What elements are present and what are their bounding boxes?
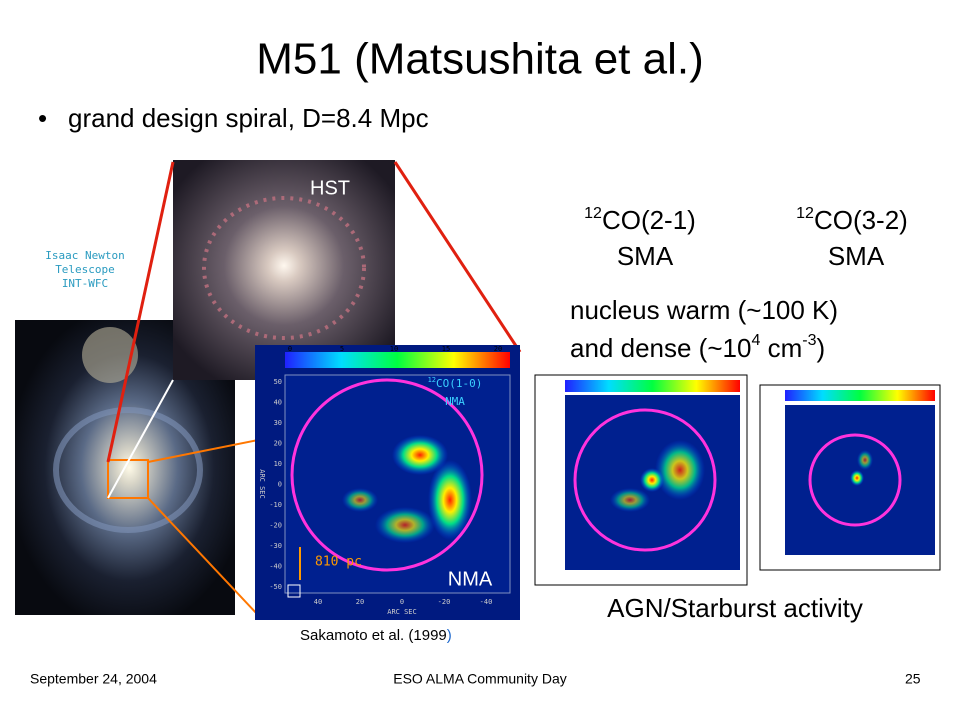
x-tick-label: -40 — [480, 598, 493, 606]
y-tick-label: 10 — [274, 460, 282, 468]
zoom-line — [107, 379, 174, 499]
x-tick-label: 0 — [400, 598, 404, 606]
nucleus-line2: and dense (~104 cm-3) — [570, 332, 825, 363]
co10-label: 12CO(1-0) — [428, 376, 483, 390]
emission — [857, 450, 873, 470]
map-frame — [284, 374, 511, 594]
x-tick-label: -20 — [438, 598, 451, 606]
circle-marker — [573, 408, 717, 552]
bullet: grand design spiral, D=8.4 Mpc — [68, 103, 429, 133]
co21-inst: SMA — [617, 241, 674, 271]
co10-inst: NMA — [445, 395, 465, 408]
emission — [655, 440, 705, 500]
emission — [375, 507, 435, 543]
emission — [850, 470, 864, 486]
colorbar-tick: 0 — [288, 345, 292, 353]
scale-label: 810 pc — [315, 555, 362, 570]
int-label: Isaac Newton — [45, 249, 124, 262]
companion — [82, 327, 138, 383]
bullet-dot: • — [38, 103, 47, 133]
nucleus-line1: nucleus warm (~100 K) — [570, 295, 838, 325]
y-tick-label: -20 — [269, 522, 282, 530]
colorbar — [565, 380, 740, 392]
zoom-line — [106, 161, 175, 463]
footer-date: September 24, 2004 — [30, 671, 157, 687]
y-tick-label: -10 — [269, 501, 282, 509]
y-tick-label: 30 — [274, 419, 282, 427]
y-tick-label: 20 — [274, 440, 282, 448]
colorbar-tick: 10 — [390, 345, 398, 353]
citation: Sakamoto et al. (1999) — [300, 627, 452, 644]
y-tick-label: 50 — [274, 378, 282, 386]
emission — [610, 488, 650, 512]
y-axis-label: ARC SEC — [258, 469, 266, 499]
emission — [640, 468, 664, 492]
x-tick-label: 40 — [314, 598, 322, 606]
y-tick-label: 40 — [274, 399, 282, 407]
y-tick-label: -40 — [269, 563, 282, 571]
emission — [428, 460, 472, 540]
zoom-line — [393, 161, 522, 353]
nma-label: NMA — [448, 568, 493, 590]
co32-inst: SMA — [828, 241, 885, 271]
title: M51 (Matsushita et al.) — [256, 35, 704, 84]
x-tick-label: 20 — [356, 598, 364, 606]
emission — [392, 435, 448, 475]
int-label: INT-WFC — [62, 277, 108, 290]
circle-marker — [290, 378, 484, 572]
agn-label: AGN/Starburst activity — [607, 593, 863, 623]
y-tick-label: -30 — [269, 542, 282, 550]
zoom-line — [147, 497, 259, 616]
colorbar — [785, 390, 935, 401]
map-ticks: 0 5 10 15 20 50 40 30 20 10 0 -10 -20 -30 -40 -50 40 20 0 -… — [269, 345, 502, 606]
circle-marker — [808, 433, 902, 527]
int-label: Telescope — [55, 263, 115, 276]
colorbar-tick: 20 — [494, 345, 502, 353]
colorbar — [285, 352, 510, 368]
co21-label: 12CO(2-1) — [584, 205, 696, 235]
spiral-arm — [53, 407, 203, 533]
hst-label: HST — [310, 177, 350, 199]
footer-page: 25 — [905, 671, 921, 687]
co32-label: 12CO(3-2) — [796, 205, 908, 235]
spiral-arm — [202, 196, 366, 340]
y-tick-label: 0 — [278, 481, 282, 489]
colorbar-tick: 15 — [442, 345, 450, 353]
footer-event: ESO ALMA Community Day — [393, 671, 567, 687]
emission — [342, 488, 378, 512]
y-tick-label: -50 — [269, 583, 282, 591]
x-axis-label: ARC SEC — [387, 608, 417, 616]
colorbar-tick: 5 — [340, 345, 344, 353]
zoom-line — [147, 439, 259, 463]
beam — [287, 584, 301, 598]
